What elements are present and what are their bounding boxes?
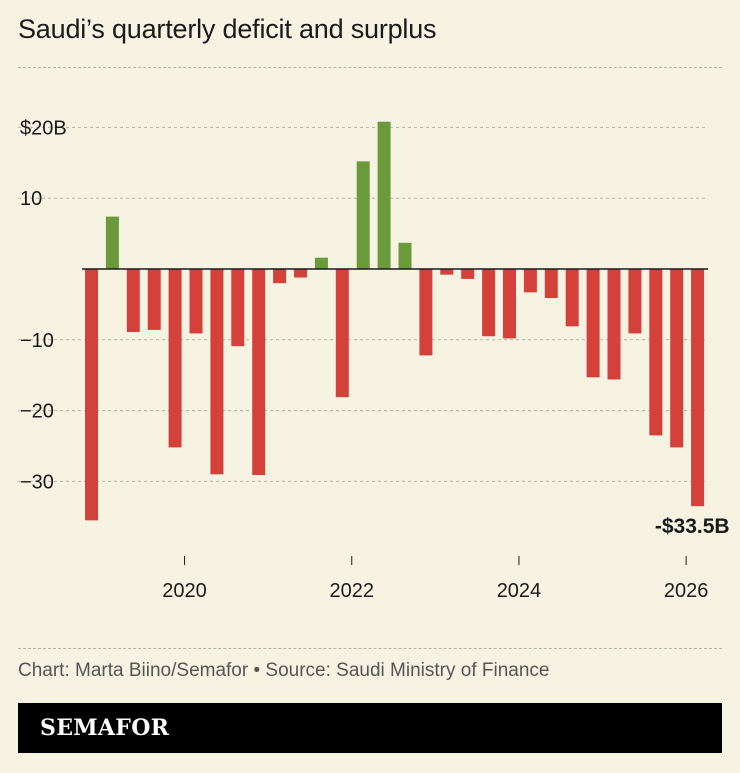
bar-chart: $20B 10 −10 −20 −30 2020 2022 2024 2026 -$33.5B xyxy=(18,117,730,602)
y-tick-label: $20B xyxy=(20,117,67,139)
bar xyxy=(147,269,161,330)
x-tick-label: 2020 xyxy=(162,580,207,602)
x-tick-label: 2024 xyxy=(497,580,542,602)
last-value-annotation: -$33.5B xyxy=(655,515,730,538)
bar xyxy=(670,269,684,448)
bar xyxy=(649,269,663,436)
bar xyxy=(189,269,203,334)
bar xyxy=(691,269,705,507)
y-tick-label: 10 xyxy=(20,188,42,210)
footer-bar: SEMAFOR xyxy=(18,703,722,753)
bar xyxy=(168,269,182,448)
bar xyxy=(105,216,119,269)
bar xyxy=(419,269,433,356)
bar xyxy=(294,269,307,278)
bar xyxy=(210,269,224,475)
bar xyxy=(356,161,370,269)
bar xyxy=(126,269,140,333)
bar xyxy=(565,269,579,327)
bar xyxy=(252,269,266,476)
bar xyxy=(586,269,600,378)
bar xyxy=(314,257,328,269)
bar xyxy=(461,269,475,279)
bar xyxy=(628,269,642,334)
x-tick-label: 2026 xyxy=(664,580,709,602)
bar xyxy=(544,269,558,299)
chart-title: Saudi’s quarterly deficit and surplus xyxy=(18,14,437,44)
y-tick-label: −10 xyxy=(20,330,54,352)
bar xyxy=(482,269,496,337)
y-tick-label: −30 xyxy=(20,471,54,493)
chart-credit: Chart: Marta Biino/Semafor • Source: Sau… xyxy=(18,660,550,681)
bar xyxy=(85,269,98,521)
bar xyxy=(273,269,287,284)
top-separator xyxy=(18,67,722,68)
bottom-separator xyxy=(18,648,722,649)
bar xyxy=(398,242,412,269)
semafor-logo: SEMAFOR xyxy=(40,715,170,741)
bar xyxy=(523,269,537,293)
x-tick-label: 2022 xyxy=(330,580,375,602)
bar xyxy=(377,121,391,270)
bar xyxy=(440,269,454,275)
bar xyxy=(607,269,621,380)
bar xyxy=(503,269,516,339)
bar xyxy=(231,269,245,347)
bar xyxy=(335,269,349,398)
y-tick-label: −20 xyxy=(20,401,54,423)
